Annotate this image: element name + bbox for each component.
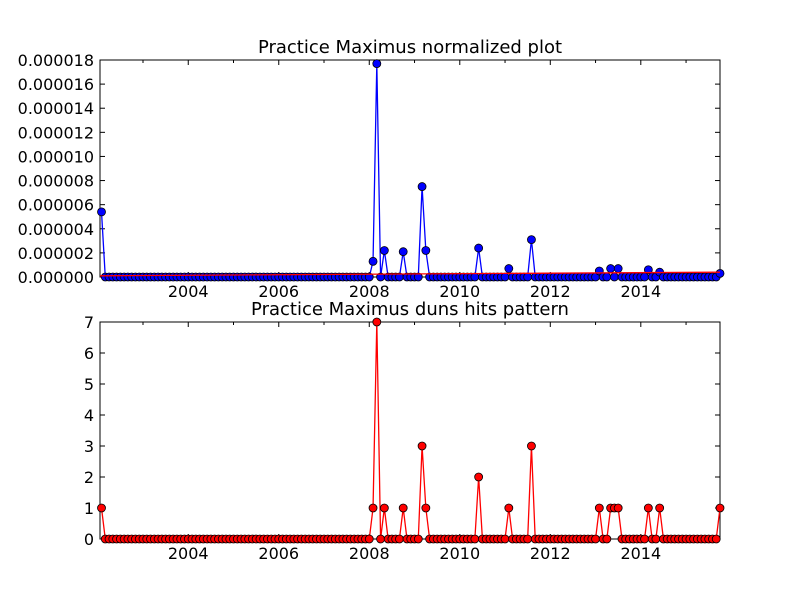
data-point xyxy=(379,503,389,513)
x-tick-label: 2012 xyxy=(530,282,571,301)
y-tick-label: 0.000002 xyxy=(18,244,94,263)
data-point xyxy=(413,534,423,544)
plot-frame xyxy=(99,321,721,540)
y-tick-label: 0.000018 xyxy=(18,51,94,70)
data-point xyxy=(651,534,661,544)
data-point xyxy=(372,59,382,69)
data-point xyxy=(398,503,408,513)
data-point xyxy=(643,503,653,513)
x-tick-label: 2010 xyxy=(439,282,480,301)
data-point xyxy=(398,247,408,257)
x-tick-label: 2014 xyxy=(620,282,661,301)
data-point xyxy=(602,534,612,544)
data-point xyxy=(413,272,423,282)
series-line xyxy=(100,321,721,540)
data-point xyxy=(640,534,649,544)
data-point xyxy=(523,534,533,544)
plot-area xyxy=(97,59,725,282)
data-point xyxy=(368,503,378,513)
data-point xyxy=(470,534,480,544)
data-point xyxy=(504,503,514,513)
y-tick-label: 0.000006 xyxy=(18,196,94,215)
x-tick-label: 2008 xyxy=(349,282,390,301)
series-line xyxy=(100,63,721,279)
data-point xyxy=(613,503,623,513)
plot-frame xyxy=(99,59,721,278)
data-point xyxy=(591,534,600,544)
data-point xyxy=(527,235,536,245)
data-point xyxy=(643,265,653,275)
data-point xyxy=(523,272,533,282)
data-point xyxy=(610,272,619,282)
y-tick-label: 0.000016 xyxy=(18,75,94,94)
y-tick-label: 0.000004 xyxy=(18,220,94,239)
data-point xyxy=(527,441,536,451)
data-point xyxy=(417,441,427,451)
x-tick-label: 2012 xyxy=(530,544,571,563)
plot-area xyxy=(97,317,725,544)
x-tick-label: 2006 xyxy=(258,282,299,301)
y-tick-label: 0.000010 xyxy=(18,147,94,166)
x-tick-label: 2004 xyxy=(168,544,209,563)
data-point xyxy=(474,472,484,482)
y-tick-label: 6 xyxy=(84,344,94,363)
normalized-plot-title: Practice Maximus normalized plot xyxy=(258,37,562,58)
y-tick-label: 0.000008 xyxy=(18,172,94,191)
data-point xyxy=(368,256,378,266)
y-tick-label: 1 xyxy=(84,499,94,518)
x-tick-label: 2004 xyxy=(168,282,209,301)
y-tick-label: 0.000014 xyxy=(18,99,94,118)
data-point xyxy=(421,503,431,513)
data-point xyxy=(364,272,374,282)
data-point xyxy=(711,534,721,544)
y-tick-label: 0 xyxy=(84,530,94,549)
data-point xyxy=(613,264,623,273)
y-tick-label: 4 xyxy=(84,406,94,425)
data-point xyxy=(655,503,665,513)
y-tick-label: 2 xyxy=(84,468,94,487)
duns-hits-plot-panel: Practice Maximus duns hits pattern 0 1 2 3 4… xyxy=(84,299,725,563)
data-point xyxy=(500,534,510,544)
data-point xyxy=(379,246,389,255)
data-point xyxy=(421,246,431,255)
data-point xyxy=(594,503,604,513)
data-point xyxy=(417,182,427,191)
series-line xyxy=(99,271,721,277)
duns-hits-plot-title: Practice Maximus duns hits pattern xyxy=(251,299,569,320)
data-point xyxy=(376,534,385,544)
y-tick-label: 5 xyxy=(84,375,94,394)
normalized-plot-panel: Practice Maximus normalized plot 0.00000… xyxy=(18,37,725,301)
x-tick-label: 2014 xyxy=(620,544,661,563)
x-tick-label: 2010 xyxy=(439,544,480,563)
data-point xyxy=(715,503,725,513)
data-point xyxy=(395,534,404,544)
y-tick-label: 7 xyxy=(84,313,94,332)
y-tick-label: 0.000000 xyxy=(18,268,94,287)
data-point xyxy=(474,243,484,253)
data-point xyxy=(372,317,382,327)
data-point xyxy=(504,264,514,273)
data-point xyxy=(97,503,106,513)
data-point xyxy=(715,268,725,278)
data-point xyxy=(97,207,106,217)
x-tick-label: 2008 xyxy=(349,544,390,563)
data-point xyxy=(500,272,510,282)
x-tick-label: 2006 xyxy=(258,544,299,563)
data-point xyxy=(606,264,616,273)
data-point xyxy=(602,272,612,282)
y-tick-label: 0.000012 xyxy=(18,123,94,142)
data-point xyxy=(640,272,649,282)
data-point xyxy=(364,534,374,544)
y-tick-label: 3 xyxy=(84,437,94,456)
